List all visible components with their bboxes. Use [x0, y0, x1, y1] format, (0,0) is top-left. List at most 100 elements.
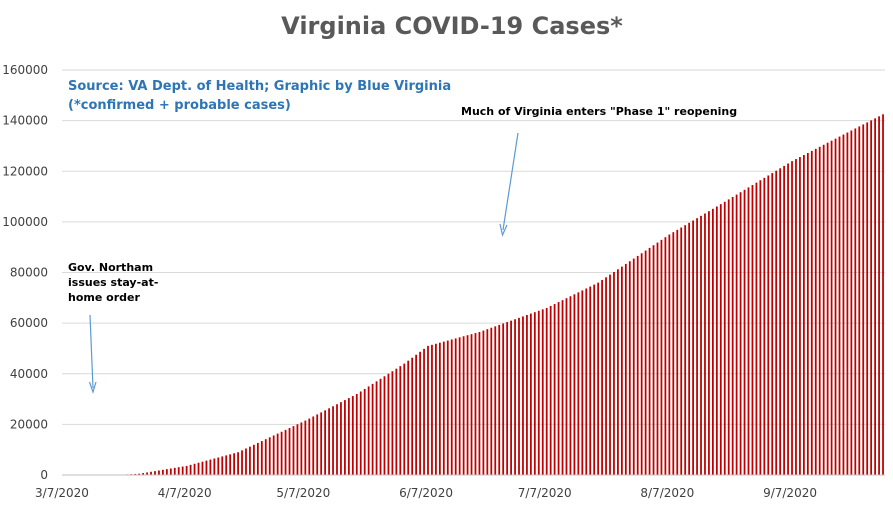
bar: [391, 371, 394, 475]
bar: [533, 312, 536, 475]
bar: [245, 448, 247, 475]
bar: [715, 206, 718, 476]
bar: [652, 245, 655, 475]
bar: [755, 182, 758, 475]
bar: [284, 429, 287, 475]
bar: [209, 459, 212, 475]
annotation-stay-at-home: Gov. Northam issues stay-at- home order: [68, 261, 158, 394]
bar: [359, 391, 362, 475]
bar: [134, 473, 137, 475]
annotation-stay-at-home-line-3: home order: [68, 291, 140, 304]
bar: [743, 189, 746, 475]
bar: [403, 363, 406, 476]
bar: [668, 234, 671, 475]
bar: [636, 255, 639, 475]
y-axis-ticks: 0 20000 40000 60000 80000 100000 120000 140000 1…: [2, 63, 48, 482]
bar: [791, 161, 793, 476]
bar: [569, 296, 572, 475]
y-tick-label: 100000: [2, 215, 48, 229]
bar: [494, 326, 497, 475]
bar: [446, 340, 449, 475]
bar: [431, 344, 433, 475]
bar: [438, 342, 441, 475]
bar: [553, 304, 556, 475]
bar: [692, 220, 694, 475]
bar: [249, 446, 251, 475]
bar: [189, 464, 192, 475]
bar: [233, 453, 236, 475]
bar: [573, 294, 576, 475]
bar: [458, 337, 461, 475]
bar: [644, 250, 647, 475]
bar: [395, 368, 398, 475]
bar: [767, 175, 770, 475]
bar: [593, 284, 596, 475]
bar: [308, 418, 311, 475]
bar: [862, 124, 865, 476]
bar: [601, 279, 603, 475]
bar: [882, 114, 884, 476]
bar: [537, 310, 540, 475]
bar: [268, 437, 271, 475]
bar: [264, 439, 267, 475]
bar: [324, 410, 327, 475]
bar: [466, 335, 469, 475]
gridlines: [62, 69, 885, 425]
bar: [181, 466, 184, 475]
bar: [858, 126, 861, 475]
bar: [514, 319, 516, 475]
bar: [201, 461, 204, 475]
chart-title: Virginia COVID-19 Cases*: [281, 12, 623, 40]
annotation-stay-at-home-line-1: Gov. Northam: [68, 261, 153, 274]
bar: [763, 177, 766, 476]
y-tick-label: 140000: [2, 114, 48, 128]
bar: [870, 120, 873, 476]
bar: [640, 253, 643, 475]
bar: [704, 213, 706, 475]
bar: [818, 146, 821, 475]
bar: [253, 444, 255, 475]
bar: [150, 471, 152, 475]
bar: [874, 118, 876, 475]
bar: [371, 383, 374, 476]
source-line-2: (*confirmed + probable cases): [68, 98, 291, 113]
bar: [846, 132, 849, 475]
bar: [739, 192, 742, 475]
bar: [502, 323, 505, 475]
bar: [775, 170, 778, 475]
bar: [779, 168, 782, 476]
bar: [241, 450, 243, 475]
bar: [711, 208, 714, 475]
bar: [344, 400, 346, 475]
bar: [498, 324, 501, 475]
bar: [383, 376, 386, 475]
bar: [221, 456, 224, 475]
bar: [217, 457, 220, 475]
bar: [272, 435, 275, 475]
bar: [462, 336, 465, 475]
source-line-1: Source: VA Dept. of Health; Graphic by B…: [68, 79, 451, 94]
annotation-stay-at-home-line-2: issues stay-at-: [68, 276, 158, 289]
bar: [771, 173, 774, 475]
bar: [810, 150, 813, 475]
y-tick-label: 40000: [10, 367, 48, 381]
bar: [830, 140, 833, 475]
bar: [197, 462, 200, 475]
bar: [316, 414, 319, 475]
bar: [355, 394, 358, 475]
bar: [154, 471, 156, 475]
bar: [312, 416, 315, 475]
bar: [518, 317, 520, 475]
bar: [850, 130, 853, 475]
bar: [296, 424, 299, 475]
bar: [411, 357, 414, 475]
bar: [237, 452, 239, 475]
bar: [826, 142, 829, 475]
bar: [609, 274, 611, 475]
bar: [419, 351, 421, 475]
bar: [708, 211, 710, 476]
bar: [759, 180, 762, 475]
bar: [878, 116, 880, 475]
bar: [613, 271, 615, 475]
bar: [332, 406, 334, 475]
